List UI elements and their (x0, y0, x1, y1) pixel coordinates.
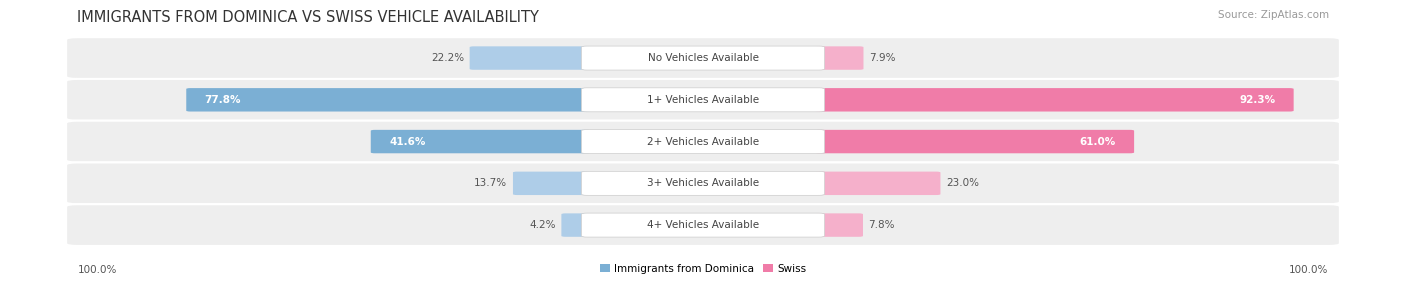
Text: 61.0%: 61.0% (1080, 137, 1116, 146)
Text: 1+ Vehicles Available: 1+ Vehicles Available (647, 95, 759, 105)
Text: 23.0%: 23.0% (946, 178, 979, 188)
Text: 7.8%: 7.8% (869, 220, 896, 230)
Legend: Immigrants from Dominica, Swiss: Immigrants from Dominica, Swiss (596, 260, 810, 278)
Text: Source: ZipAtlas.com: Source: ZipAtlas.com (1218, 10, 1329, 20)
Text: 4+ Vehicles Available: 4+ Vehicles Available (647, 220, 759, 230)
Text: IMMIGRANTS FROM DOMINICA VS SWISS VEHICLE AVAILABILITY: IMMIGRANTS FROM DOMINICA VS SWISS VEHICL… (77, 10, 540, 25)
Text: 4.2%: 4.2% (529, 220, 555, 230)
Text: 3+ Vehicles Available: 3+ Vehicles Available (647, 178, 759, 188)
Text: 41.6%: 41.6% (389, 137, 426, 146)
Text: 100.0%: 100.0% (77, 265, 117, 275)
Text: 100.0%: 100.0% (1289, 265, 1329, 275)
Text: 92.3%: 92.3% (1239, 95, 1275, 105)
Text: 77.8%: 77.8% (204, 95, 240, 105)
Text: No Vehicles Available: No Vehicles Available (648, 53, 758, 63)
Text: 2+ Vehicles Available: 2+ Vehicles Available (647, 137, 759, 146)
Text: 13.7%: 13.7% (474, 178, 508, 188)
Text: 7.9%: 7.9% (869, 53, 896, 63)
Text: 22.2%: 22.2% (430, 53, 464, 63)
